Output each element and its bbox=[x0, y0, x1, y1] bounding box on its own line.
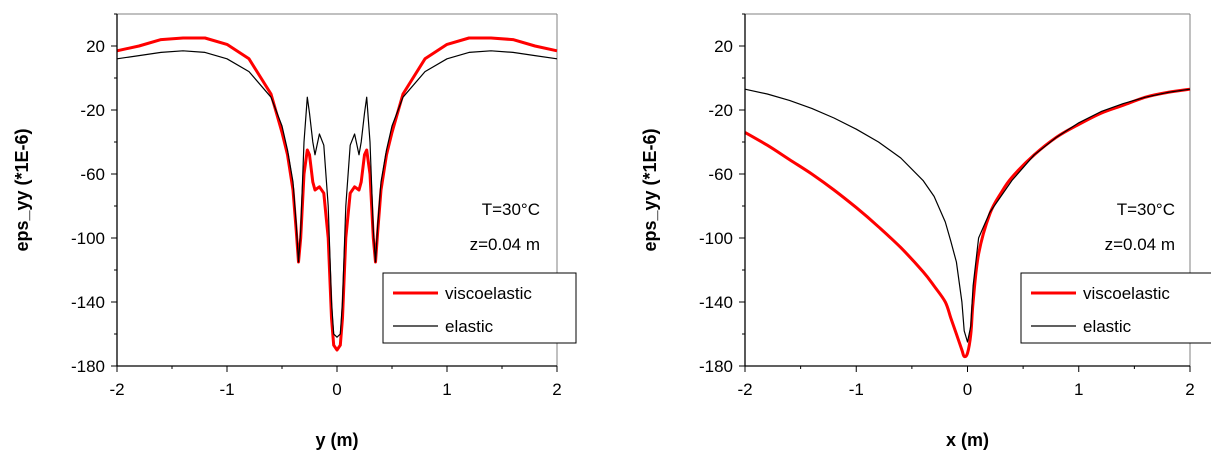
y-tick-label: -180 bbox=[71, 357, 105, 376]
x-tick-label: 1 bbox=[1074, 380, 1083, 399]
x-tick-label: -2 bbox=[737, 380, 752, 399]
x-tick-label: 0 bbox=[963, 380, 972, 399]
x-tick-label: 0 bbox=[332, 380, 341, 399]
temperature-annotation: T=30°C bbox=[482, 200, 540, 219]
x-tick-label: -1 bbox=[849, 380, 864, 399]
y-tick-label: -20 bbox=[80, 101, 105, 120]
legend-label-elastic: elastic bbox=[445, 317, 494, 336]
x-tick-label: -1 bbox=[219, 380, 234, 399]
y-tick-label: 20 bbox=[86, 37, 105, 56]
series-line-viscoelastic bbox=[744, 87, 1191, 359]
temperature-annotation: T=30°C bbox=[1117, 200, 1175, 219]
y-tick-label: -60 bbox=[708, 165, 733, 184]
chart-panel-2: -180 -140 -100 -60 -20 20 -2 -1 0 1 2 x (m) eps_yy (… bbox=[640, 13, 1211, 450]
y-tick-label: -100 bbox=[71, 229, 105, 248]
x-axis-title: x (m) bbox=[946, 430, 989, 450]
x-tick-label: 1 bbox=[442, 380, 451, 399]
y-axis-title: eps_yy (*1E-6) bbox=[12, 128, 32, 251]
series-line-viscoelastic bbox=[116, 36, 558, 352]
legend: viscoelastic elastic bbox=[1020, 272, 1211, 344]
chart-panel-1: -180 -140 -100 -60 -20 20 -2 -1 0 1 2 y (m) eps_yy (… bbox=[12, 13, 577, 450]
x-tick-label: -2 bbox=[109, 380, 124, 399]
y-tick-label: 20 bbox=[714, 37, 733, 56]
x-tick-label: 2 bbox=[1185, 380, 1194, 399]
y-tick-label: -100 bbox=[699, 229, 733, 248]
depth-annotation: z=0.04 m bbox=[470, 235, 540, 254]
legend-box bbox=[1020, 272, 1211, 344]
y-tick-label: -180 bbox=[699, 357, 733, 376]
series-line-elastic bbox=[744, 88, 1191, 343]
x-axis-title: y (m) bbox=[315, 430, 358, 450]
legend-label-elastic: elastic bbox=[1083, 317, 1132, 336]
depth-annotation: z=0.04 m bbox=[1105, 235, 1175, 254]
y-tick-label: -140 bbox=[71, 293, 105, 312]
legend-label-viscoelastic: viscoelastic bbox=[1083, 284, 1170, 303]
y-tick-label: -20 bbox=[708, 101, 733, 120]
x-tick-label: 2 bbox=[552, 380, 561, 399]
y-tick-label: -60 bbox=[80, 165, 105, 184]
legend-box bbox=[382, 272, 577, 344]
y-axis-title: eps_yy (*1E-6) bbox=[640, 128, 660, 251]
series-line-elastic bbox=[116, 50, 558, 338]
legend: viscoelastic elastic bbox=[382, 272, 577, 344]
y-tick-label: -140 bbox=[699, 293, 733, 312]
legend-label-viscoelastic: viscoelastic bbox=[445, 284, 532, 303]
